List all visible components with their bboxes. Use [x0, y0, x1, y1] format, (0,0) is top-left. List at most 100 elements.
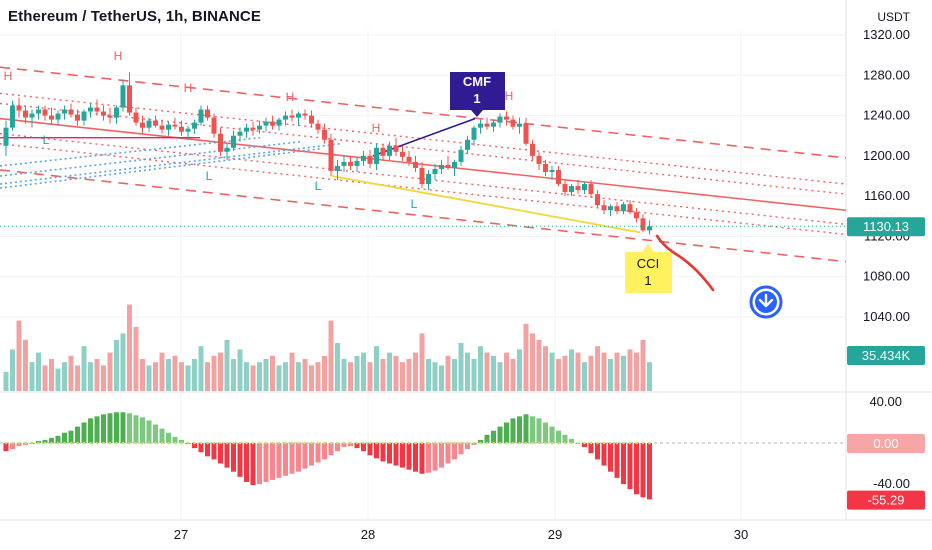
cci-bar [179, 439, 184, 443]
cci-zero-dot [368, 441, 372, 445]
cci-zero-dot [4, 441, 8, 445]
cci-zero-dot [472, 441, 476, 445]
pivot-high-label: H [505, 89, 514, 103]
candle-body [614, 206, 620, 212]
cci-zero-dot [69, 441, 73, 445]
cmf-annotation: CMF 1 [450, 72, 505, 117]
volume-bar [328, 320, 334, 391]
cci-tick-label: 40.00 [869, 394, 902, 409]
cci-zero-dot [433, 441, 437, 445]
cci-bar [211, 443, 217, 460]
cci-zero-dot [271, 441, 274, 445]
volume-bar [400, 362, 405, 391]
candle-body [569, 186, 574, 193]
price-axis[interactable]: 1320.001280.001240.001200.001160.001120.… [847, 27, 925, 510]
cci-bar [3, 443, 9, 452]
cci-bar [497, 426, 503, 443]
cci-bar [523, 414, 529, 443]
time-tick-label: 28 [361, 527, 375, 542]
cci-zero-dot [635, 441, 638, 445]
cci-bar [601, 443, 607, 466]
cci-bar [510, 418, 516, 443]
candle-body [361, 155, 366, 161]
volume-bar [302, 359, 308, 391]
cci-bar [426, 443, 431, 473]
down-arrow-icon [749, 285, 783, 319]
candle-body [3, 127, 9, 146]
volume-bar [224, 339, 230, 391]
cci-bar [458, 443, 464, 455]
volume-bar [237, 349, 243, 391]
cci-zero-dot [641, 441, 645, 445]
cci-bar [224, 443, 230, 468]
pivot-high-label: H [286, 90, 295, 104]
volume-bar [159, 352, 165, 391]
volume-bar [166, 359, 171, 391]
volume-bar [556, 359, 561, 391]
price-tick-label: 1080.00 [863, 269, 910, 284]
volume-bar [354, 355, 360, 391]
cci-zero-dot [589, 441, 593, 445]
cci-bar [237, 443, 243, 477]
cci-bar [153, 424, 158, 443]
channel-line [0, 66, 847, 159]
cci-zero-dot [180, 441, 183, 445]
cci-zero-dot [277, 441, 281, 445]
cci-zero-dot [147, 441, 151, 445]
volume-bar [81, 346, 87, 391]
volume-bar [426, 359, 431, 391]
volume-bar [335, 343, 340, 391]
candle-body [523, 123, 529, 144]
candle-body [55, 113, 61, 120]
cci-bar [88, 418, 93, 443]
price-panel[interactable] [0, 66, 847, 263]
candle-body [179, 126, 184, 132]
candle-body [36, 109, 41, 114]
volume-last-value: 35.434K [862, 348, 911, 363]
time-axis[interactable]: 27 28 29 30 [174, 527, 748, 542]
cci-zero-dot [349, 441, 352, 445]
volume-bar [257, 362, 262, 391]
volume-bar [367, 362, 373, 391]
volume-bar [517, 349, 522, 391]
candle-body [302, 113, 308, 116]
cci-zero-dot [258, 441, 261, 445]
cci-bar [283, 443, 288, 476]
volume-bar [120, 333, 126, 391]
candle-body [296, 113, 301, 118]
cci-zero-dot [420, 441, 424, 445]
volume-bar [88, 362, 93, 391]
cci-zero-dot [485, 441, 489, 445]
cci-bar [244, 443, 249, 482]
volume-bar [172, 355, 178, 391]
candle-body [289, 115, 295, 118]
cci-zero-dot [316, 441, 320, 445]
volume-bar [270, 355, 275, 391]
candle-body [374, 147, 379, 164]
cci-tick-label: -40.00 [873, 476, 910, 491]
volume-bar [133, 327, 139, 391]
candle-body [10, 105, 15, 128]
volume-bar [309, 365, 314, 391]
volume-bar [484, 352, 490, 391]
candle-body [172, 124, 178, 127]
channel-line [0, 117, 847, 212]
channel-line [0, 102, 847, 195]
cci-bar [569, 438, 574, 443]
candle-body [94, 107, 100, 112]
cci-zero-dot [115, 441, 118, 445]
candle-body [23, 110, 28, 118]
cci-bar [192, 443, 197, 449]
volume-bar [465, 352, 470, 391]
cci-zero-dot [206, 441, 209, 445]
candle-body [380, 147, 386, 156]
cci-zero-dot [479, 441, 482, 445]
cci-bar [172, 436, 178, 443]
volume-bar [621, 355, 626, 391]
cci-bar [315, 443, 321, 463]
pivot-high-label: H [4, 69, 13, 83]
volume-bar [458, 343, 464, 391]
cci-bar [276, 443, 282, 478]
cci-bar [263, 443, 269, 482]
